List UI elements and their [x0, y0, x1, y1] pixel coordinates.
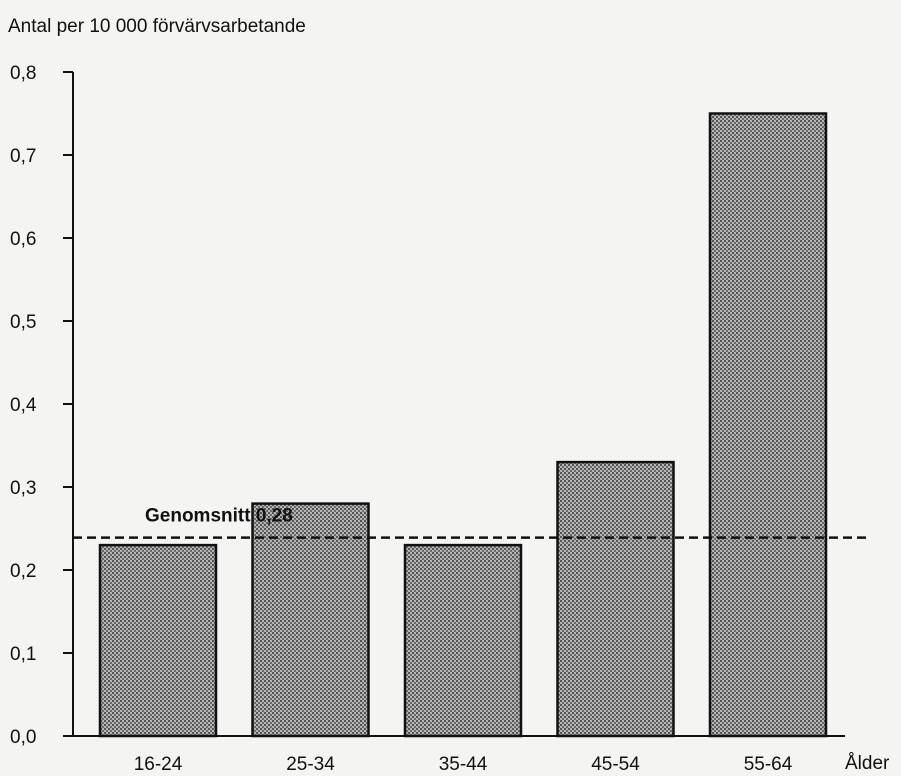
y-tick-label: 0,8	[10, 63, 36, 84]
y-tick-label: 0,6	[10, 229, 36, 250]
y-tick-label: 0,0	[10, 727, 36, 748]
y-tick-label: 0,4	[10, 395, 37, 416]
y-tick-label: 0,3	[10, 478, 36, 499]
bar-35-44	[403, 543, 523, 738]
bars	[98, 112, 828, 738]
bar-25-34	[251, 502, 370, 738]
bar-55-64	[708, 112, 828, 738]
bar-45-54	[556, 460, 675, 738]
x-tick-label: 25-34	[286, 754, 335, 775]
bar-16-24	[98, 543, 218, 738]
y-axis-title: Antal per 10 000 förvärvsarbetande	[8, 16, 306, 37]
x-tick-label: 35-44	[439, 754, 488, 775]
x-tick-label: 45-54	[591, 754, 640, 775]
x-axis-title: Ålder	[845, 753, 890, 774]
average-label: Genomsnitt 0,28	[145, 506, 293, 527]
x-tick-label: 55-64	[744, 754, 793, 775]
x-tick-label: 16-24	[134, 754, 183, 775]
y-tick-label: 0,7	[10, 146, 36, 167]
y-axis-ticks: 0,0 0,1 0,2 0,3 0,4 0,5 0,6 0,7 0,8	[10, 63, 73, 748]
x-axis-tick-labels: 16-24 25-34 35-44 45-54 55-64	[134, 754, 793, 775]
y-tick-label: 0,2	[10, 561, 36, 582]
y-tick-label: 0,1	[10, 644, 36, 665]
y-tick-label: 0,5	[10, 312, 36, 333]
